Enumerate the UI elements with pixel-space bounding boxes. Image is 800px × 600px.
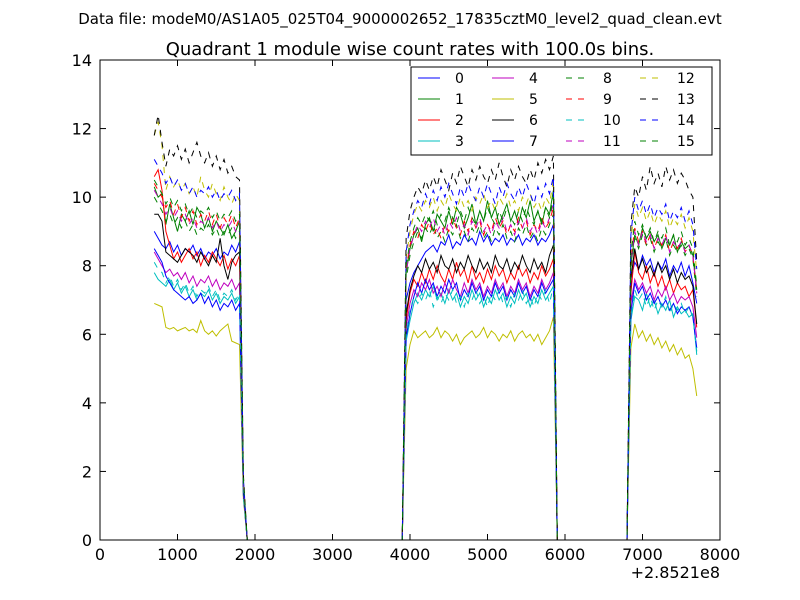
legend-label-6: 6	[529, 113, 538, 129]
x-tick-label: 8000	[700, 545, 741, 564]
legend-label-12: 12	[677, 71, 695, 87]
x-tick-label: 2000	[235, 545, 276, 564]
y-tick-label: 2	[82, 462, 92, 481]
legend-label-5: 5	[529, 92, 538, 108]
series-layer	[153, 114, 698, 540]
x-tick-label: 6000	[545, 545, 586, 564]
series-line-14	[153, 159, 698, 540]
x-offset-label: +2.8521e8	[631, 563, 720, 582]
series-line-12	[153, 121, 698, 540]
series-line-9	[153, 183, 698, 540]
legend-label-7: 7	[529, 134, 538, 150]
legend-label-11: 11	[603, 134, 621, 150]
series-line-5	[154, 302, 698, 540]
legend-label-13: 13	[677, 92, 695, 108]
series-line-8	[153, 196, 698, 540]
legend-label-1: 1	[455, 92, 464, 108]
x-axis: 0 1000 2000 3000 4000 5000 6000 7000 8000	[95, 60, 740, 564]
series-line-7	[153, 248, 698, 540]
legend-label-0: 0	[455, 71, 464, 87]
y-tick-label: 12	[72, 120, 92, 139]
figure-suptitle: Data file: modeM0/AS1A05_025T04_90000026…	[78, 10, 722, 29]
series-line-10	[153, 262, 698, 540]
legend-label-2: 2	[455, 113, 464, 129]
y-tick-label: 14	[72, 51, 92, 70]
y-tick-label: 8	[82, 257, 92, 276]
legend-label-8: 8	[603, 71, 612, 87]
series-line-6	[154, 213, 698, 540]
x-tick-label: 7000	[622, 545, 663, 564]
series-line-3	[153, 272, 698, 540]
y-tick-label: 0	[82, 531, 92, 550]
series-line-15	[153, 179, 698, 540]
legend-frame	[410, 66, 713, 156]
x-tick-label: 3000	[312, 545, 353, 564]
legend-label-15: 15	[677, 134, 695, 150]
legend-label-10: 10	[603, 113, 621, 129]
series-line-11	[153, 190, 698, 540]
series-line-2	[153, 168, 698, 540]
chart-title: Quadrant 1 module wise count rates with …	[166, 39, 655, 60]
x-tick-label: 1000	[157, 545, 198, 564]
series-line-13	[153, 114, 698, 540]
legend-label-3: 3	[455, 134, 464, 150]
x-tick-label: 5000	[467, 545, 508, 564]
y-tick-label: 6	[82, 325, 92, 344]
y-tick-label: 10	[72, 188, 92, 207]
x-tick-label: 4000	[390, 545, 431, 564]
x-tick-label: 0	[95, 545, 105, 564]
legend-label-14: 14	[677, 113, 695, 129]
legend-label-4: 4	[529, 71, 538, 87]
legend-label-9: 9	[603, 92, 612, 108]
y-tick-label: 4	[82, 394, 92, 413]
